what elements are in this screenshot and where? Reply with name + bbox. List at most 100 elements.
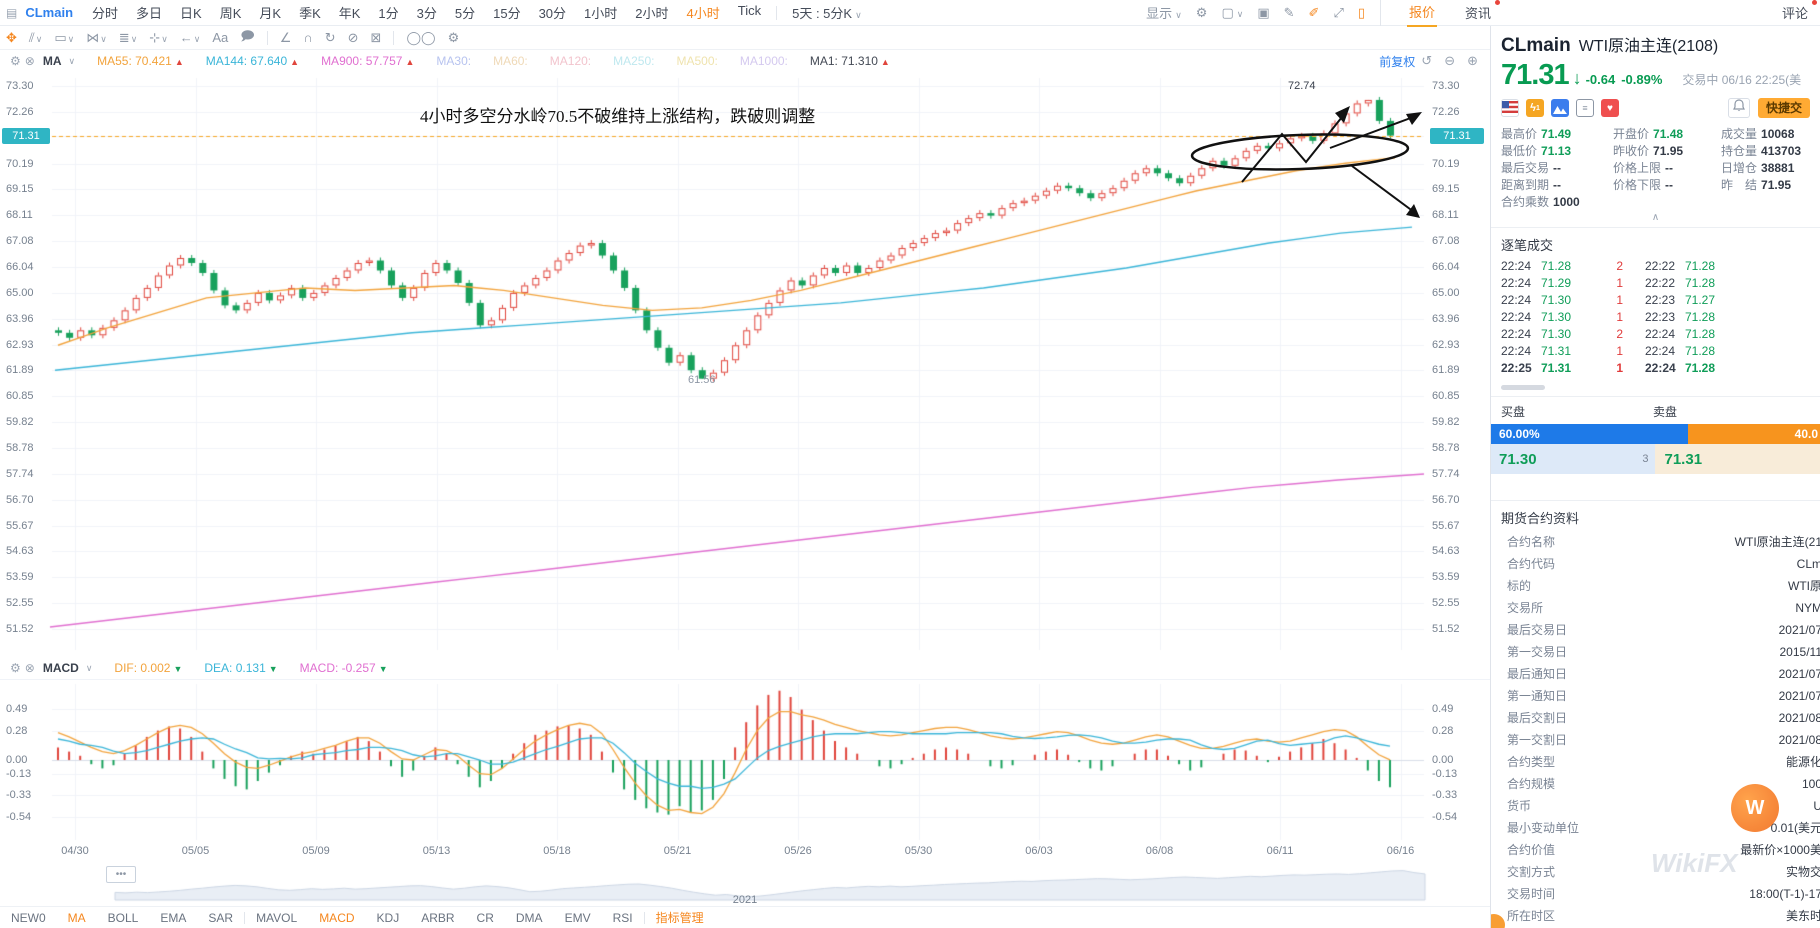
symbol-label[interactable]: CLmain [25, 5, 74, 20]
ma-value-label[interactable]: MA1000: [739, 54, 788, 68]
macd-value-label[interactable]: DEA: 0.131 ▼ [204, 661, 278, 675]
timeframe-item[interactable]: 日K [180, 6, 202, 21]
indicator-tab[interactable]: SAR [208, 910, 234, 925]
cycle-tool-icon[interactable]: ↻ [324, 29, 336, 45]
display-menu-button[interactable]: 显示 ∨ [1146, 6, 1182, 21]
price-adjust-button[interactable]: 前复权 [1379, 54, 1416, 69]
bid-cell[interactable]: 71.30 3 [1491, 444, 1655, 474]
arrow-tool-icon[interactable]: ←∨ [179, 30, 201, 45]
indicator-tab[interactable]: EMA [160, 910, 187, 925]
timeframe-item[interactable]: 分时 [92, 6, 119, 21]
custom-period-button[interactable]: 5天 : 5分K ∨ [792, 6, 862, 21]
right-panel-toggle-icon[interactable]: ▯ [1357, 4, 1365, 20]
timeframe-item[interactable]: Tick [737, 3, 762, 18]
timeframe-item[interactable]: 2小时 [635, 6, 669, 21]
indicator-tab[interactable]: CR [476, 910, 494, 925]
comment-tool-icon[interactable]: 🗩 [240, 27, 255, 43]
settings-gear-icon[interactable]: ⚙ [1195, 4, 1208, 20]
draw-settings-icon[interactable]: ⚙ [447, 29, 460, 45]
indicator-tab[interactable]: BOLL [107, 910, 139, 925]
navigator-more-button[interactable]: ••• [106, 866, 136, 883]
timeframe-item[interactable]: 周K [219, 6, 242, 21]
ma-value-label[interactable]: MA60: [493, 54, 528, 68]
zoom-in-icon[interactable]: ⊕ [1467, 53, 1478, 68]
indicator-tab[interactable]: RSI [612, 910, 633, 925]
layout-panel-icon[interactable]: ▤ [6, 5, 18, 20]
analysis-icon[interactable] [1551, 99, 1569, 117]
navigator-canvas[interactable] [0, 860, 1490, 906]
main-chart-canvas[interactable] [0, 72, 1490, 657]
ask-cell[interactable]: 71.31 [1654, 444, 1820, 474]
macd-value-label[interactable]: MACD: -0.257 ▼ [299, 661, 388, 675]
angle-tool-icon[interactable]: ∠ [279, 29, 292, 45]
tick-trade-row[interactable]: 22:24 71.30 2 22:24 71.28 [1491, 326, 1820, 343]
horizontal-scrollbar[interactable] [1501, 385, 1545, 390]
undo-icon[interactable]: ↺ [1421, 53, 1433, 68]
timeframe-item[interactable]: 月K [259, 6, 282, 21]
market-flag-icon[interactable] [1501, 99, 1519, 117]
indicator-tab[interactable]: MACD [319, 910, 355, 925]
indicator-tab[interactable]: MAVOL [256, 910, 298, 925]
ma-value-label[interactable]: MA900: 57.757 ▲ [321, 54, 415, 68]
tick-trade-row[interactable]: 22:24 71.30 1 22:23 71.27 [1491, 292, 1820, 309]
timeframe-item[interactable]: 15分 [493, 6, 521, 21]
fullscreen-icon[interactable]: ⤢ [1333, 4, 1344, 20]
timeframe-item[interactable]: 4小时 [686, 6, 720, 21]
macd-remove-icon[interactable]: ⊗ [24, 661, 35, 675]
timeframe-item[interactable]: 1小时 [584, 6, 618, 21]
tick-trade-row[interactable]: 22:24 71.28 2 22:22 71.28 [1491, 258, 1820, 275]
magnet-tool-icon[interactable]: ∩ [303, 30, 313, 45]
indicator-tab[interactable]: ARBR [421, 910, 455, 925]
annotation-tool-icon[interactable]: ≣∨ [118, 29, 138, 45]
indicator-tab[interactable]: MA [67, 910, 86, 925]
ma-value-label[interactable]: MA500: [676, 54, 718, 68]
timeframe-item[interactable]: 多日 [136, 6, 163, 21]
text-tool-icon[interactable]: Aa [212, 30, 229, 45]
timeframe-item[interactable]: 5分 [454, 6, 476, 21]
indicator-tab[interactable]: KDJ [376, 910, 400, 925]
delete-drawings-icon[interactable]: ⊠ [370, 29, 382, 45]
macd-indicator-name[interactable]: MACD [42, 661, 79, 675]
measure-tool-icon[interactable]: ⊹∨ [149, 29, 168, 45]
ma-value-label[interactable]: MA144: 67.640 ▲ [205, 54, 300, 68]
macd-settings-gear-icon[interactable]: ⚙ [10, 661, 21, 675]
trend-line-tool-icon[interactable]: ⫽∨ [28, 29, 43, 45]
timeframe-item[interactable]: 季K [299, 6, 321, 21]
indicator-tab[interactable]: DMA [515, 910, 543, 925]
timeframe-item[interactable]: 年K [338, 6, 361, 21]
macd-canvas[interactable] [0, 680, 1490, 845]
zoom-out-icon[interactable]: ⊖ [1444, 53, 1456, 68]
collapse-caret-icon[interactable]: ∧ [1651, 212, 1660, 223]
panel-tab[interactable]: 资讯 [1463, 0, 1501, 26]
hide-drawings-icon[interactable]: ⊘ [347, 29, 359, 45]
ma-value-label[interactable]: MA250: [613, 54, 655, 68]
indicator-tab[interactable]: EMV [564, 910, 591, 925]
timeframe-item[interactable]: 1分 [378, 6, 399, 21]
ma-value-label[interactable]: MA55: 70.421 ▲ [97, 54, 184, 68]
note-icon[interactable]: ✎ [1283, 4, 1295, 20]
panel-tab[interactable]: 报价 [1407, 0, 1438, 27]
f10-info-icon[interactable]: ≡ [1576, 99, 1594, 117]
ma-indicator-name[interactable]: MA [42, 54, 62, 68]
panel-tab[interactable]: 评论 [1780, 0, 1817, 26]
indicator-tab[interactable]: 指标管理 [655, 911, 704, 925]
pencil-icon[interactable]: ✐ [1308, 4, 1320, 20]
macd-value-label[interactable]: DIF: 0.002 ▼ [114, 661, 183, 675]
timeframe-item[interactable]: 30分 [538, 6, 567, 21]
timeframe-item[interactable]: 3分 [416, 6, 437, 21]
tick-trade-row[interactable]: 22:25 71.31 1 22:24 71.28 [1491, 360, 1820, 377]
quick-trade-button[interactable]: 快捷交 [1757, 98, 1810, 118]
tick-trade-row[interactable]: 22:24 71.31 1 22:24 71.28 [1491, 343, 1820, 360]
compare-icon[interactable]: ◯◯ [406, 29, 436, 45]
alert-bell-icon[interactable] [1727, 98, 1750, 118]
ma-remove-icon[interactable]: ⊗ [24, 54, 35, 68]
indicator-tab[interactable]: NEW0 [11, 910, 46, 925]
move-tool-icon[interactable]: ✥ [6, 29, 17, 45]
ma-value-label[interactable]: MA30: [436, 54, 472, 68]
ma-value-label[interactable]: MA120: [549, 54, 592, 68]
ma-value-label[interactable]: MA1: 71.310 ▲ [809, 54, 890, 68]
pattern-tool-icon[interactable]: ⋈∨ [86, 29, 107, 45]
tick-trade-row[interactable]: 22:24 71.30 1 22:23 71.28 [1491, 309, 1820, 326]
ma-settings-gear-icon[interactable]: ⚙ [10, 54, 21, 68]
